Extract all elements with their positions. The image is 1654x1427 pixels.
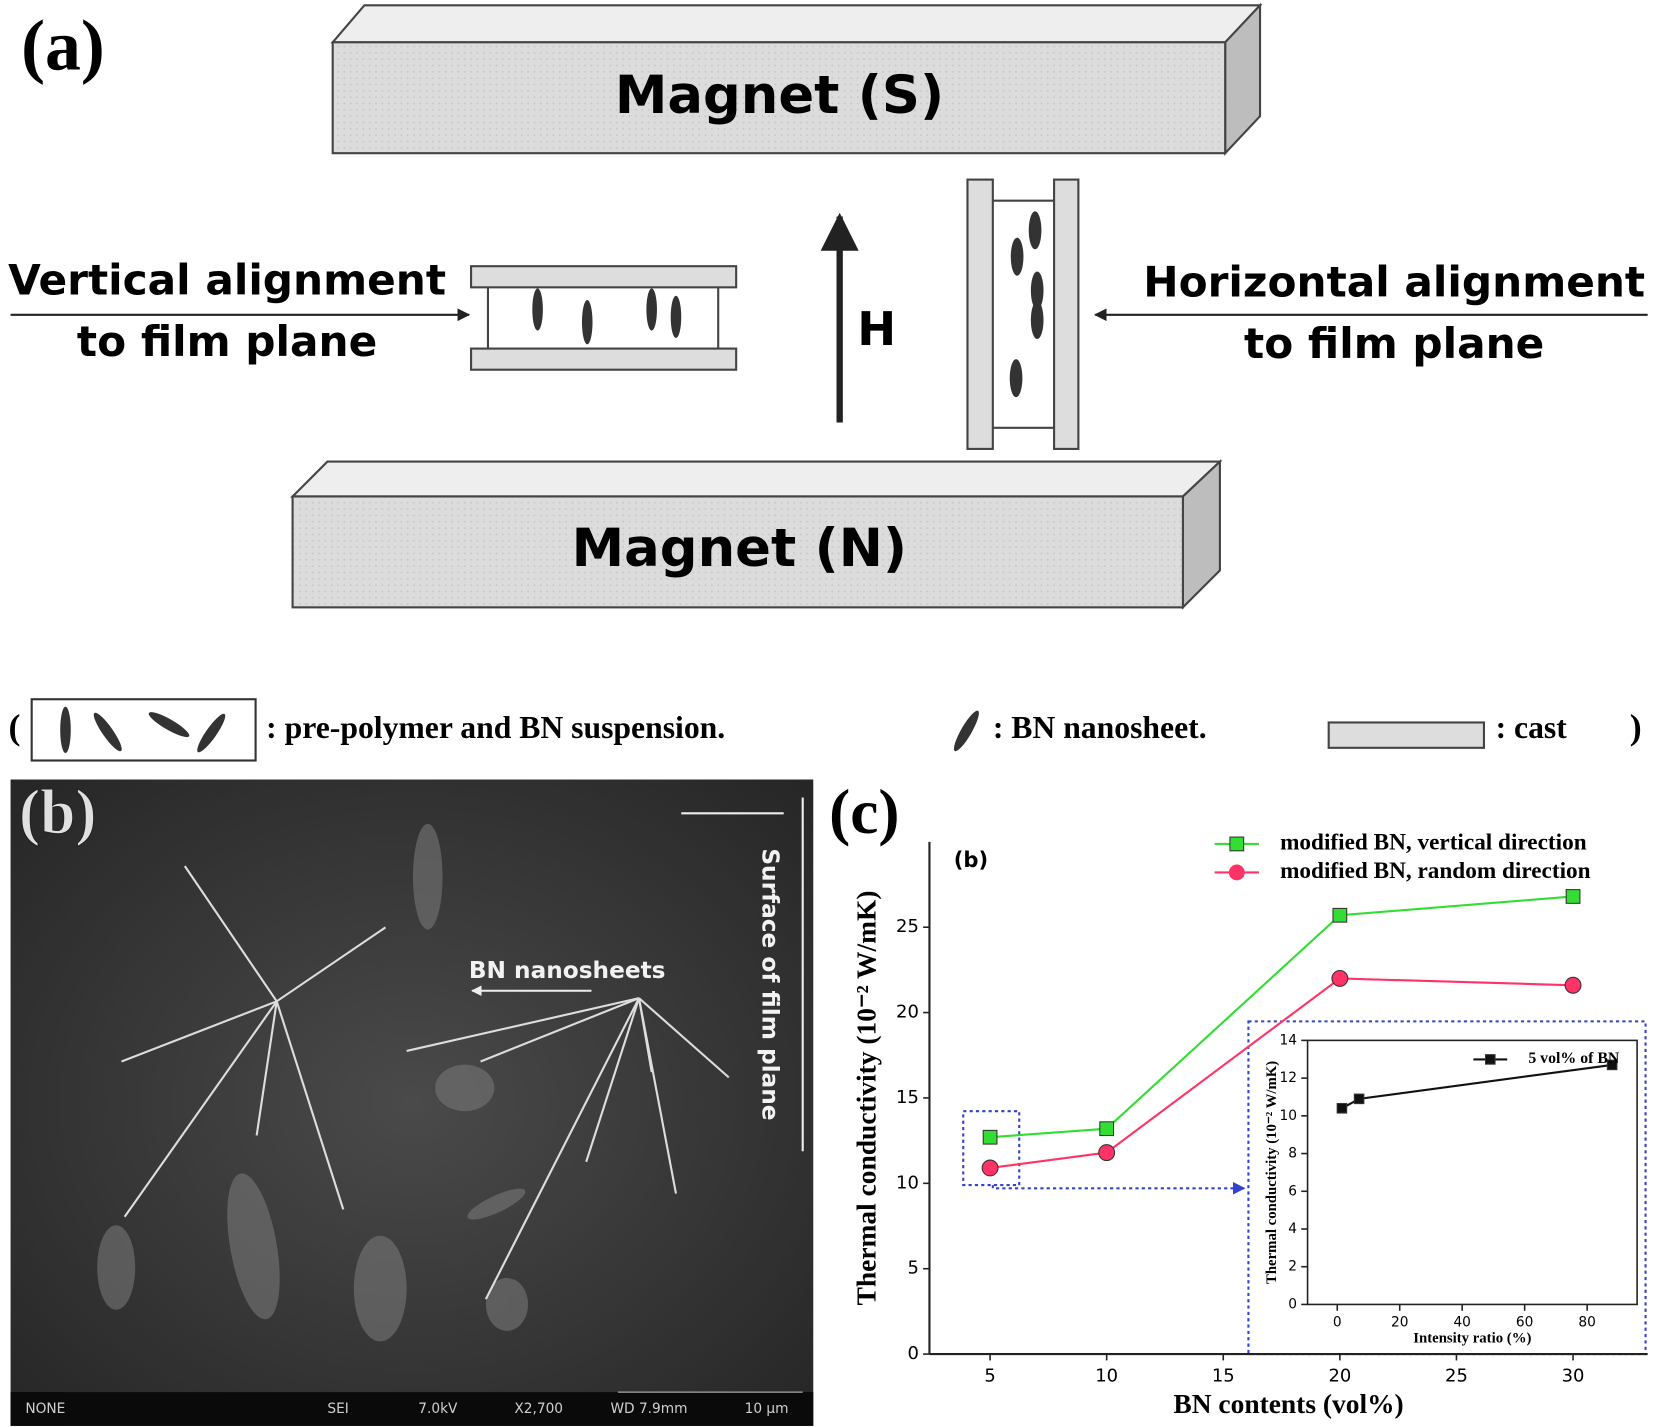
marker	[982, 1129, 998, 1145]
plot-frame	[1306, 1039, 1638, 1306]
sem-info: 7.0kV	[418, 1401, 458, 1417]
y-axis-label: Thermal conductivity (10⁻² W/mK)	[1264, 1061, 1280, 1284]
x-tick-label: 15	[1212, 1365, 1235, 1386]
sem-info: X2,700	[514, 1401, 563, 1417]
x-axis-label: Intensity ratio (%)	[1413, 1331, 1531, 1347]
x-tick-label: 10	[1095, 1365, 1118, 1386]
y-tick-label: 12	[1280, 1070, 1297, 1086]
bracket: )	[1630, 707, 1642, 747]
x-tick-label: 60	[1516, 1314, 1533, 1330]
legend-label: 5 vol% of BN	[1528, 1050, 1620, 1067]
x-tick-label: 5	[984, 1365, 995, 1386]
marker	[1098, 1144, 1116, 1162]
marker	[1099, 1121, 1115, 1137]
y-tick-label: 14	[1280, 1032, 1297, 1048]
y-tick-label: 6	[1288, 1183, 1297, 1199]
cast-plate	[1053, 178, 1080, 450]
zoom-box	[962, 1110, 1021, 1187]
y-tick-label: 20	[896, 1002, 919, 1023]
y-tick-label: 25	[896, 916, 919, 937]
marker	[1565, 889, 1581, 904]
key-label: : cast	[1496, 710, 1568, 745]
x-tick-label: 30	[1562, 1365, 1585, 1386]
legend-marker	[1228, 864, 1245, 881]
y-tick-label: 10	[1280, 1108, 1297, 1124]
annotation: BN nanosheets	[469, 957, 666, 984]
sem-info: NONE	[25, 1401, 65, 1417]
panel-label: (c)	[829, 777, 899, 847]
y-tick-label: 5	[907, 1258, 918, 1279]
nanosheet-icon	[953, 710, 979, 752]
magnet-label: Magnet (N)	[572, 518, 907, 579]
annotation: Surface of film plane	[756, 848, 783, 1120]
cast-plate	[966, 178, 994, 450]
magnet-s	[331, 41, 1227, 155]
magnet-n	[291, 495, 1184, 609]
key-label: : pre-polymer and BN suspension.	[266, 710, 725, 745]
nanosheets	[532, 288, 682, 345]
zoom-arrow	[991, 1181, 1246, 1195]
marker	[1336, 1103, 1348, 1114]
series-line	[990, 895, 1574, 1139]
y-axis-label: Thermal conductivity (10⁻² W/mK)	[852, 890, 882, 1305]
magnet-label: Magnet (S)	[615, 65, 944, 126]
cast-icon	[1327, 721, 1486, 749]
marker	[1332, 907, 1348, 923]
cast-plate	[470, 265, 738, 289]
sem-image	[10, 779, 814, 1426]
legend-label: modified BN, random direction	[1280, 858, 1591, 884]
y-tick-label: 4	[1288, 1221, 1297, 1237]
sem-info: WD 7.9mm	[610, 1401, 687, 1417]
y-tick-label: 0	[1288, 1296, 1297, 1312]
panel-label: (b)	[19, 777, 96, 847]
bracket: (	[8, 707, 20, 747]
sem-info: SEI	[327, 1401, 348, 1417]
marker	[1353, 1093, 1365, 1105]
marker	[981, 1159, 999, 1177]
magnet-top-face	[290, 460, 1223, 498]
x-tick-label: 80	[1578, 1314, 1595, 1330]
panel-label: (a)	[21, 5, 105, 85]
x-tick-label: 20	[1328, 1365, 1351, 1386]
legend-marker	[1229, 836, 1245, 852]
y-tick-label: 0	[907, 1343, 918, 1364]
field-label: H	[857, 302, 896, 356]
panel-a: Magnet (S) Magnet (N) (a) Vertical align…	[8, 2, 1648, 610]
x-tick-label: 40	[1453, 1314, 1470, 1330]
panel-b: BN nanosheets Surface of film plane (b) …	[10, 777, 814, 1426]
cast-plate	[470, 347, 738, 371]
panel-c: (c) (b)	[829, 777, 1647, 1356]
label: to film plane	[77, 317, 377, 366]
annotation: (b)	[954, 847, 988, 872]
y-tick-label: 2	[1288, 1259, 1297, 1275]
x-tick-label: 20	[1391, 1314, 1408, 1330]
magnet-top-face	[330, 4, 1263, 44]
legend-label: modified BN, vertical direction	[1280, 829, 1587, 855]
key-label: : BN nanosheet.	[993, 710, 1207, 745]
inset-frame	[1247, 1020, 1647, 1356]
marker	[1331, 969, 1349, 987]
nanosheets	[1009, 211, 1044, 398]
label: Horizontal alignment	[1143, 258, 1645, 307]
legend-marker	[1485, 1054, 1496, 1065]
sem-info: 10 μm	[745, 1401, 789, 1417]
y-tick-label: 15	[896, 1087, 919, 1108]
label: to film plane	[1244, 319, 1544, 368]
x-tick-label: 25	[1445, 1365, 1468, 1386]
x-tick-label: 0	[1333, 1314, 1342, 1330]
label: Vertical alignment	[8, 256, 446, 305]
marker	[1564, 976, 1582, 994]
x-axis-label: BN contents (vol%)	[1173, 1389, 1403, 1419]
series-line	[989, 977, 1574, 1170]
y-tick-label: 8	[1288, 1146, 1297, 1162]
marker	[1606, 1059, 1618, 1071]
key: ( : pre-polymer and BN suspension. : BN …	[8, 698, 1642, 762]
y-tick-label: 10	[896, 1172, 919, 1193]
